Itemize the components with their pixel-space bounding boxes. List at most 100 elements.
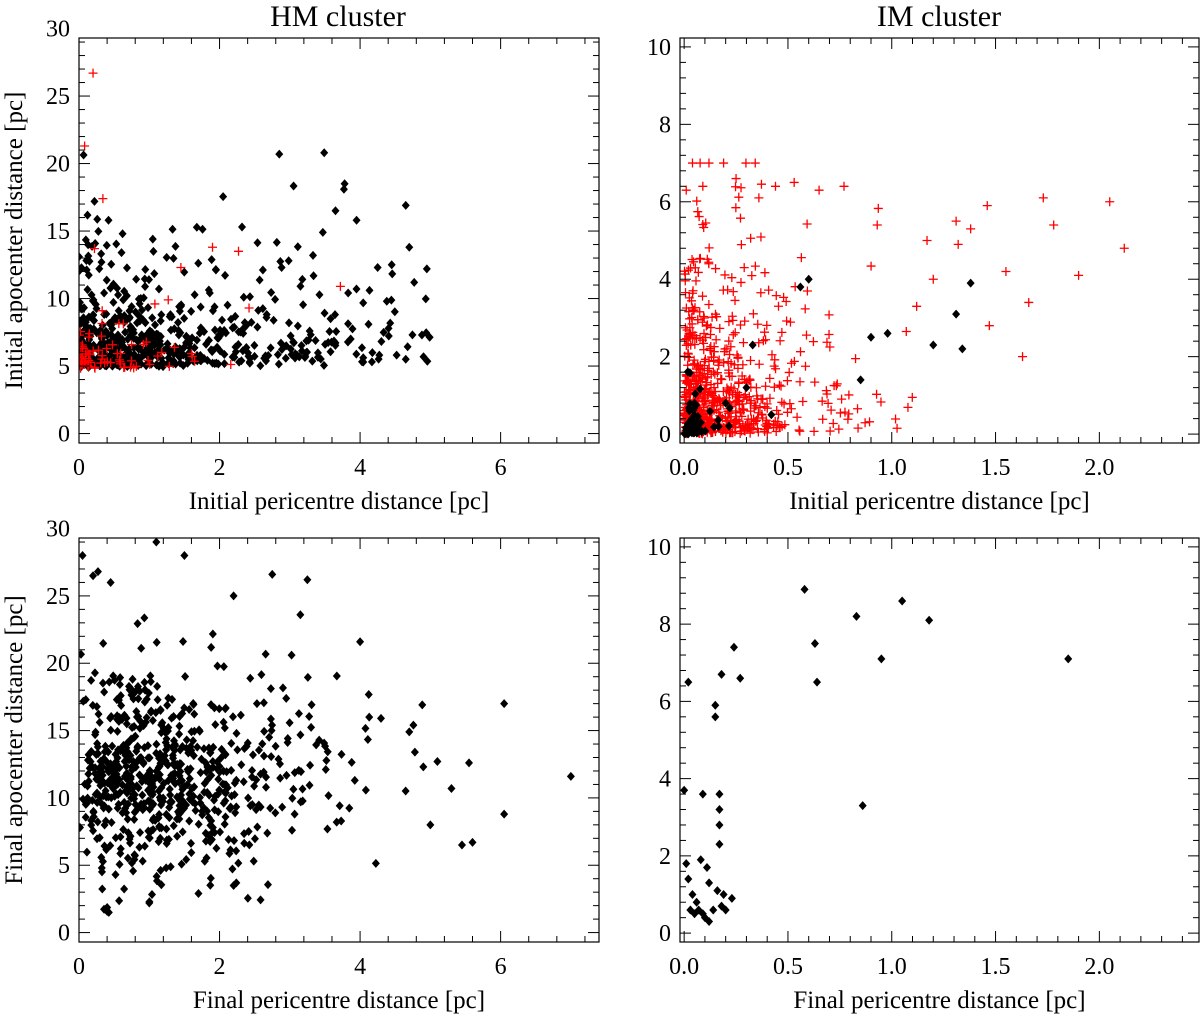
data-point-hm-initial-s0 xyxy=(153,339,162,349)
data-point-hm-initial-s0 xyxy=(357,343,366,353)
data-point-hm-initial-s1 xyxy=(107,340,117,350)
data-point-hm-final-s0 xyxy=(244,827,253,837)
data-point-im-initial-s0 xyxy=(694,212,704,222)
data-point-hm-initial-s0 xyxy=(255,275,264,285)
data-point-im-initial-s0 xyxy=(844,409,854,419)
data-point-im-initial-s0 xyxy=(684,293,694,303)
data-point-hm-final-s0 xyxy=(296,610,305,620)
data-point-hm-final-s0 xyxy=(126,751,135,761)
data-point-hm-initial-s0 xyxy=(176,328,185,338)
data-point-hm-final-s0 xyxy=(356,637,365,647)
data-point-im-initial-s0 xyxy=(728,315,738,325)
data-point-im-initial-s0 xyxy=(752,424,762,434)
data-point-im-initial-s0 xyxy=(736,183,746,193)
data-point-im-initial-s0 xyxy=(706,416,716,426)
data-point-hm-initial-s0 xyxy=(340,179,349,189)
data-point-hm-final-s0 xyxy=(153,681,162,691)
data-point-im-initial-s0 xyxy=(689,355,699,365)
data-point-hm-final-s0 xyxy=(200,856,209,866)
data-point-hm-initial-s0 xyxy=(286,344,295,354)
data-point-im-initial-s0 xyxy=(738,360,748,370)
data-point-hm-final-s0 xyxy=(79,649,86,659)
data-point-hm-final-s0 xyxy=(285,718,294,728)
data-point-im-final-s0 xyxy=(713,886,722,896)
data-point-hm-initial-s1 xyxy=(208,242,218,252)
data-point-im-initial-s0 xyxy=(740,426,750,436)
data-point-im-initial-s0 xyxy=(860,418,870,428)
data-point-hm-final-s0 xyxy=(234,858,243,868)
data-point-hm-final-s0 xyxy=(79,794,88,804)
data-point-im-initial-s0 xyxy=(1038,193,1048,203)
data-point-hm-final-s0 xyxy=(221,812,230,822)
data-point-hm-final-s0 xyxy=(134,694,143,704)
y-tick-label: 10 xyxy=(647,35,671,61)
data-point-hm-initial-s0 xyxy=(132,335,141,345)
data-point-hm-initial-s0 xyxy=(320,148,329,158)
data-point-hm-final-s0 xyxy=(155,754,164,764)
data-point-hm-initial-s0 xyxy=(149,246,158,256)
data-point-hm-final-s0 xyxy=(267,752,276,762)
data-point-im-initial-s0 xyxy=(825,426,835,436)
data-point-hm-final-s0 xyxy=(101,786,110,796)
data-point-hm-final-s0 xyxy=(196,798,205,808)
data-point-im-initial-s0 xyxy=(731,408,741,418)
axes-frame xyxy=(679,537,1200,943)
data-point-hm-final-s0 xyxy=(332,817,341,827)
data-point-hm-initial-s0 xyxy=(253,238,262,248)
data-point-im-initial-s0 xyxy=(729,360,739,370)
data-point-hm-final-s0 xyxy=(337,749,346,759)
data-point-hm-final-s0 xyxy=(122,719,131,729)
data-point-hm-initial-s0 xyxy=(293,350,302,360)
data-point-hm-final-s0 xyxy=(146,671,155,681)
data-point-im-initial-s0 xyxy=(734,192,744,202)
data-point-hm-final-s0 xyxy=(213,789,222,799)
data-point-hm-initial-s1 xyxy=(98,194,108,204)
data-point-im-initial-s0 xyxy=(754,359,764,369)
data-point-hm-initial-s0 xyxy=(296,281,305,291)
data-point-hm-initial-s0 xyxy=(174,318,183,328)
data-point-hm-final-s0 xyxy=(220,819,229,829)
data-point-hm-final-s0 xyxy=(112,789,121,799)
data-point-im-initial-s0 xyxy=(789,177,799,187)
data-point-hm-initial-s1 xyxy=(88,346,98,356)
data-point-hm-final-s0 xyxy=(350,775,359,785)
data-point-hm-initial-s0 xyxy=(344,288,353,298)
data-point-hm-initial-s0 xyxy=(79,316,84,326)
data-point-hm-initial-s0 xyxy=(332,327,341,337)
data-point-im-initial-s0 xyxy=(794,425,804,435)
data-point-hm-final-s0 xyxy=(156,833,165,843)
data-point-hm-initial-s1 xyxy=(96,331,106,341)
data-point-im-initial-s0 xyxy=(810,377,820,387)
data-point-hm-initial-s1 xyxy=(88,68,98,78)
data-point-hm-initial-s0 xyxy=(117,248,126,258)
data-point-im-initial-s0 xyxy=(724,317,734,327)
x-tick-label: 4 xyxy=(354,455,366,481)
data-point-hm-initial-s0 xyxy=(137,353,146,363)
data-point-hm-initial-s1 xyxy=(164,361,174,371)
data-point-im-initial-s0 xyxy=(713,378,723,388)
data-point-hm-initial-s0 xyxy=(79,304,86,314)
data-point-im-initial-s0 xyxy=(731,182,741,192)
x-tick-label: 0.0 xyxy=(669,954,699,980)
data-point-hm-final-s0 xyxy=(139,757,148,767)
x-tick-label: 0 xyxy=(73,455,85,481)
data-point-hm-final-s0 xyxy=(214,774,223,784)
x-tick-label: 0.5 xyxy=(773,455,803,481)
data-point-im-initial-s0 xyxy=(756,232,766,242)
data-point-hm-final-s0 xyxy=(89,826,98,836)
x-tick-label: 2 xyxy=(214,455,226,481)
data-point-im-initial-s0 xyxy=(748,425,758,435)
data-point-hm-initial-s0 xyxy=(190,343,199,353)
data-point-hm-initial-s0 xyxy=(302,348,311,358)
data-point-hm-initial-s1 xyxy=(102,344,112,354)
data-point-im-initial-s0 xyxy=(767,350,777,360)
data-point-hm-initial-s0 xyxy=(154,361,163,371)
data-point-hm-final-s0 xyxy=(112,695,121,705)
markers-hm-final xyxy=(79,538,575,917)
data-point-hm-final-s0 xyxy=(199,744,208,754)
data-point-im-initial-s0 xyxy=(734,377,744,387)
data-point-im-initial-s0 xyxy=(699,345,709,355)
data-point-im-final-s0 xyxy=(813,677,822,687)
data-point-im-initial-s0 xyxy=(704,300,714,310)
data-point-hm-final-s0 xyxy=(244,793,253,803)
